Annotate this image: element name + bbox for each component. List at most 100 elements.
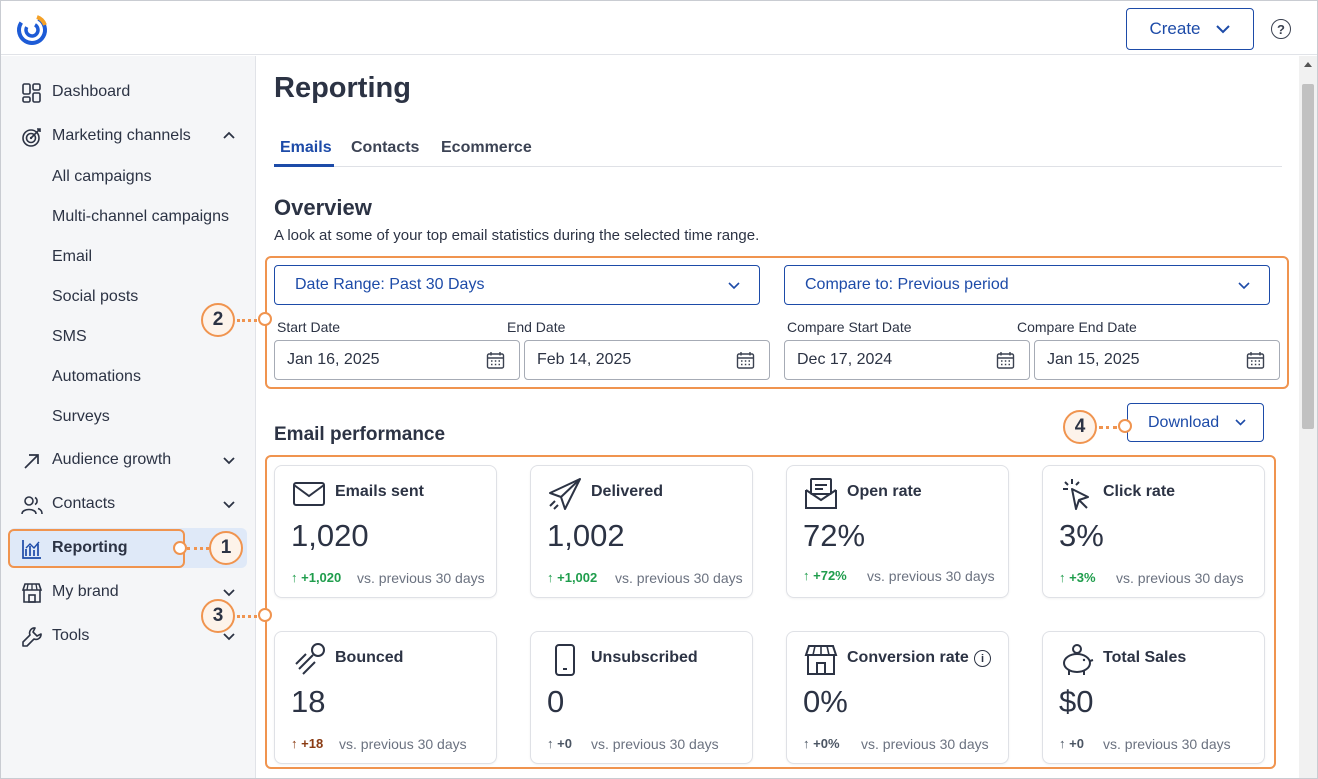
sidebar-item-label: Contacts xyxy=(52,495,116,512)
scroll-up-arrow-icon[interactable] xyxy=(1304,62,1312,67)
tab-emails[interactable]: Emails xyxy=(280,139,332,156)
stat-delta-value: +0% xyxy=(813,736,840,751)
calendar-icon[interactable] xyxy=(996,351,1015,370)
stat-card-click-rate[interactable]: Click rate 3% ↑ +3% vs. previous 30 days xyxy=(1042,465,1265,598)
stat-delta-value: +0 xyxy=(557,736,572,751)
stat-comparison: vs. previous 30 days xyxy=(339,736,467,752)
sidebar-subitem-surveys[interactable]: Surveys xyxy=(52,408,110,425)
calendar-icon[interactable] xyxy=(1246,351,1265,370)
stat-card-total-sales[interactable]: Total Sales $0 ↑ +0 vs. previous 30 days xyxy=(1042,631,1265,764)
callout-line xyxy=(1099,426,1117,429)
compare-start-date-field[interactable]: Dec 17, 2024 xyxy=(784,340,1030,380)
compare-end-date-label: Compare End Date xyxy=(1017,319,1137,335)
stat-comparison: vs. previous 30 days xyxy=(1103,736,1231,752)
wrench-icon xyxy=(22,627,42,647)
sidebar-subitem-multi-channel-campaigns[interactable]: Multi-channel campaigns xyxy=(52,208,229,225)
sidebar-item-contacts[interactable]: Contacts xyxy=(1,484,256,524)
sidebar-item-label: Reporting xyxy=(52,539,128,556)
stat-card-bounced[interactable]: Bounced 18 ↑ +18 vs. previous 30 days xyxy=(274,631,497,764)
sidebar-subitem-automations[interactable]: Automations xyxy=(52,368,141,385)
callout-line xyxy=(237,319,257,322)
sidebar-item-dashboard[interactable]: Dashboard xyxy=(1,72,256,112)
stat-delta: ↑ +0% xyxy=(803,736,840,751)
compare-to-select[interactable]: Compare to: Previous period xyxy=(784,265,1270,305)
sidebar-item-label: Audience growth xyxy=(52,451,172,468)
create-button[interactable]: Create xyxy=(1126,8,1254,50)
sidebar-item-my-brand[interactable]: My brand xyxy=(1,572,256,612)
stat-title: Total Sales xyxy=(1103,649,1187,666)
chevron-down-icon xyxy=(223,457,235,465)
mobile-phone-icon xyxy=(555,644,575,676)
arrow-up-icon: ↑ xyxy=(1059,736,1066,751)
stat-delta: ↑ +0 xyxy=(547,736,572,751)
envelope-icon xyxy=(293,482,325,506)
tab-contacts[interactable]: Contacts xyxy=(351,139,420,156)
date-range-select[interactable]: Date Range: Past 30 Days xyxy=(274,265,760,305)
stat-card-emails-sent[interactable]: Emails sent 1,020 ↑ +1,020 vs. previous … xyxy=(274,465,497,598)
help-icon[interactable]: ? xyxy=(1271,19,1291,39)
chevron-down-icon xyxy=(1235,419,1246,426)
stat-card-open-rate[interactable]: Open rate 72% ↑ +72% vs. previous 30 day… xyxy=(786,465,1009,598)
open-envelope-icon xyxy=(805,478,837,509)
chevron-down-icon xyxy=(223,501,235,509)
contacts-icon xyxy=(21,496,43,515)
sidebar-item-tools[interactable]: Tools xyxy=(1,616,256,656)
callout-line xyxy=(187,547,209,550)
start-date-value: Jan 16, 2025 xyxy=(287,351,380,368)
sidebar-subitem-sms[interactable]: SMS xyxy=(52,328,87,345)
stat-card-delivered[interactable]: Delivered 1,002 ↑ +1,002 vs. previous 30… xyxy=(530,465,753,598)
create-button-label: Create xyxy=(1149,19,1201,38)
download-button[interactable]: Download xyxy=(1127,403,1264,442)
sidebar-subitem-all-campaigns[interactable]: All campaigns xyxy=(52,168,152,185)
stat-value: 0% xyxy=(803,684,848,719)
sidebar: Dashboard Marketing channels All campaig… xyxy=(1,56,256,778)
sidebar-subitem-email[interactable]: Email xyxy=(52,248,93,265)
start-date-field[interactable]: Jan 16, 2025 xyxy=(274,340,520,380)
compare-end-date-value: Jan 15, 2025 xyxy=(1047,351,1140,368)
stat-comparison: vs. previous 30 days xyxy=(357,570,485,586)
page-title: Reporting xyxy=(274,72,411,104)
info-icon[interactable]: i xyxy=(974,650,991,667)
stat-comparison: vs. previous 30 days xyxy=(1116,570,1244,586)
constant-contact-logo-icon[interactable] xyxy=(15,13,49,47)
stat-card-conversion-rate[interactable]: Conversion rate i 0% ↑ +0% vs. previous … xyxy=(786,631,1009,764)
arrow-up-icon: ↑ xyxy=(803,568,810,583)
chevron-down-icon xyxy=(223,589,235,597)
stat-card-unsubscribed[interactable]: Unsubscribed 0 ↑ +0 vs. previous 30 days xyxy=(530,631,753,764)
end-date-value: Feb 14, 2025 xyxy=(537,351,632,368)
vertical-scrollbar[interactable] xyxy=(1299,56,1317,778)
callout-marker-4: 4 xyxy=(1063,410,1097,444)
sidebar-item-audience-growth[interactable]: Audience growth xyxy=(1,440,256,480)
stat-value: 0 xyxy=(547,684,565,719)
stat-comparison: vs. previous 30 days xyxy=(867,568,995,584)
arrow-up-icon: ↑ xyxy=(803,736,810,751)
stat-delta: ↑ +1,002 xyxy=(547,570,597,585)
callout-marker-1: 1 xyxy=(209,531,243,565)
sidebar-item-marketing-channels[interactable]: Marketing channels xyxy=(1,116,256,156)
stat-delta-value: +1,020 xyxy=(301,570,342,585)
stat-comparison: vs. previous 30 days xyxy=(591,736,719,752)
stat-value: 18 xyxy=(291,684,326,719)
stat-delta: ↑ +3% xyxy=(1059,570,1096,585)
chevron-down-icon xyxy=(1238,282,1250,290)
tab-ecommerce[interactable]: Ecommerce xyxy=(441,139,532,156)
calendar-icon[interactable] xyxy=(486,351,505,370)
compare-end-date-field[interactable]: Jan 15, 2025 xyxy=(1034,340,1280,380)
stat-comparison: vs. previous 30 days xyxy=(861,736,989,752)
callout-anchor xyxy=(173,541,187,555)
chevron-up-icon xyxy=(223,131,235,139)
active-tab-indicator xyxy=(274,164,334,167)
scrollbar-thumb[interactable] xyxy=(1302,84,1314,429)
end-date-field[interactable]: Feb 14, 2025 xyxy=(524,340,770,380)
calendar-icon[interactable] xyxy=(736,351,755,370)
stat-title: Conversion rate xyxy=(847,649,969,666)
stat-title: Open rate xyxy=(847,483,922,500)
stat-value: $0 xyxy=(1059,684,1094,719)
stat-comparison: vs. previous 30 days xyxy=(615,570,743,586)
stat-delta-value: +3% xyxy=(1069,570,1096,585)
overview-heading: Overview xyxy=(274,195,372,220)
sidebar-subitem-social-posts[interactable]: Social posts xyxy=(52,288,139,305)
sidebar-item-reporting[interactable]: Reporting xyxy=(9,528,247,568)
storefront-icon xyxy=(21,583,43,603)
stat-delta: ↑ +0 xyxy=(1059,736,1084,751)
